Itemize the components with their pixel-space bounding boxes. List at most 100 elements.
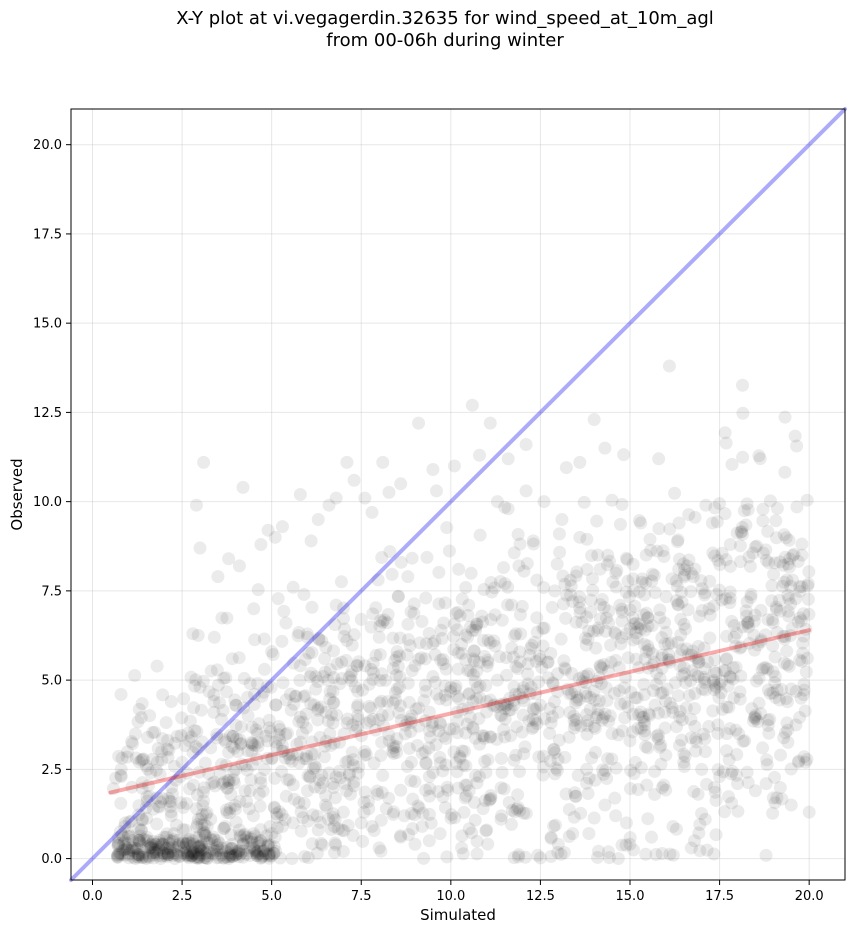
data-point [482, 793, 496, 807]
data-point [498, 500, 512, 514]
data-point [153, 768, 167, 782]
data-point [554, 847, 568, 861]
data-point [349, 724, 363, 738]
data-point [132, 848, 146, 862]
data-point [250, 752, 264, 766]
data-point [499, 651, 513, 665]
data-point [622, 590, 636, 604]
data-point [225, 841, 239, 855]
data-point [718, 805, 732, 819]
data-point [498, 702, 512, 716]
data-point [352, 655, 366, 669]
data-point [380, 616, 394, 630]
data-point [150, 791, 164, 805]
data-point [210, 731, 224, 745]
data-point [723, 669, 737, 683]
data-point [256, 784, 270, 798]
data-point [219, 844, 233, 858]
data-point [612, 684, 626, 698]
data-point [673, 710, 687, 724]
data-point [382, 791, 396, 805]
data-point [509, 748, 523, 762]
data-point [271, 592, 285, 606]
data-point [194, 844, 208, 858]
data-point [502, 795, 516, 809]
data-point [184, 849, 198, 863]
data-point [734, 555, 748, 569]
data-point [795, 537, 809, 551]
data-point [323, 726, 337, 740]
data-point [285, 852, 299, 866]
data-point [643, 708, 657, 722]
data-point [623, 734, 637, 748]
data-point [508, 629, 522, 643]
data-point [740, 765, 754, 779]
data-point [793, 584, 807, 598]
data-point [500, 697, 514, 711]
data-point [122, 815, 136, 829]
data-point [336, 805, 350, 819]
data-point [768, 650, 782, 664]
data-point [461, 664, 475, 678]
data-point [323, 663, 337, 677]
data-point [111, 837, 125, 851]
data-point [224, 848, 238, 862]
data-point [360, 716, 374, 730]
data-point [536, 639, 550, 653]
data-point [516, 681, 530, 695]
data-point [653, 611, 667, 625]
data-point [146, 848, 160, 862]
data-point [723, 722, 737, 736]
data-point [624, 763, 638, 777]
data-point [214, 757, 228, 771]
data-point [366, 672, 380, 686]
data-point [350, 700, 364, 714]
data-point [731, 804, 745, 818]
data-point [692, 655, 706, 669]
data-point [429, 687, 443, 701]
data-point [236, 480, 250, 494]
data-point [439, 758, 453, 772]
data-point [160, 850, 174, 864]
data-point [147, 851, 161, 865]
data-point [438, 596, 452, 610]
data-point [569, 712, 583, 726]
data-point [172, 840, 186, 854]
data-point [652, 452, 666, 466]
data-point [126, 833, 140, 847]
data-point [484, 788, 498, 802]
data-point [642, 707, 656, 721]
data-point [646, 684, 660, 698]
data-point [688, 701, 702, 715]
data-point [387, 805, 401, 819]
data-point [121, 745, 135, 759]
data-point [243, 784, 257, 798]
data-point [133, 833, 147, 847]
data-point [526, 712, 540, 726]
data-point [582, 667, 596, 681]
data-point [736, 450, 750, 464]
data-point [447, 745, 461, 759]
data-point [318, 739, 332, 753]
data-point [193, 680, 207, 694]
data-point [591, 708, 605, 722]
data-point [623, 782, 637, 796]
data-point [229, 698, 243, 712]
data-point [533, 851, 547, 865]
data-point [562, 730, 576, 744]
data-point [387, 746, 401, 760]
data-point [352, 760, 366, 774]
data-point [645, 659, 659, 673]
data-point [675, 669, 689, 683]
data-point [466, 623, 480, 637]
data-point [422, 705, 436, 719]
data-point [726, 672, 740, 686]
data-point [250, 727, 264, 741]
data-point [721, 679, 735, 693]
data-point [132, 808, 146, 822]
data-point [637, 637, 651, 651]
data-point [536, 749, 550, 763]
data-point [294, 824, 308, 838]
data-point [627, 584, 641, 598]
data-point [298, 653, 312, 667]
